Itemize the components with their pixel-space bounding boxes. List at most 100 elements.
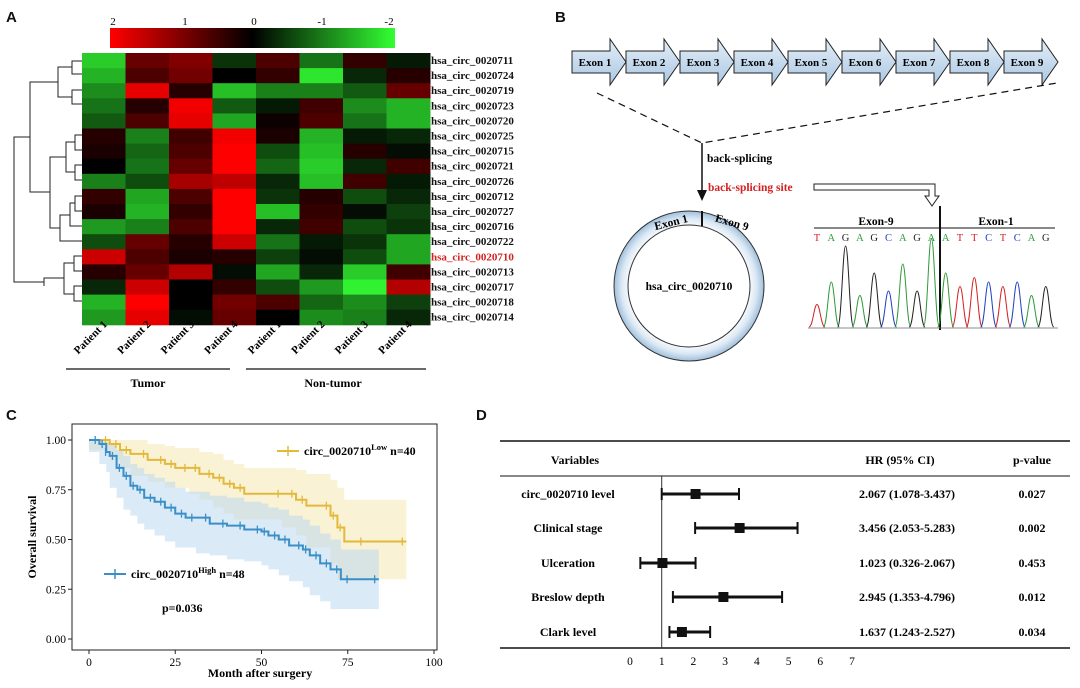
chromatogram-peak [965, 276, 983, 328]
site-pointer-arrow [813, 183, 940, 207]
heatmap-cell [82, 234, 126, 250]
heatmap-cell [82, 98, 126, 114]
group-label: Non-tumor [304, 376, 362, 390]
heatmap-cell [256, 173, 300, 190]
heatmap-cell [386, 113, 431, 129]
heatmap-cell [82, 68, 126, 84]
heatmap-cell [169, 143, 213, 160]
heatmap-cell [169, 204, 213, 220]
heatmap-cell [299, 128, 344, 145]
heatmap-cell [256, 128, 300, 145]
circrna-inner [627, 224, 751, 348]
heatmap-cell [169, 249, 213, 265]
heatmap-cell [169, 294, 213, 311]
heatmap-cell [212, 173, 257, 190]
exon-label: Exon 4 [741, 57, 774, 69]
table-header-variables: Variables [551, 453, 600, 467]
heatmap-cell [82, 83, 126, 99]
heatmap-cell [256, 309, 300, 326]
heatmap-cell [386, 143, 431, 160]
hr-point [718, 592, 729, 602]
heatmap-cell [386, 204, 431, 220]
heatmap-cell [82, 113, 126, 129]
exon-label: Exon 6 [849, 57, 882, 69]
hr-value: 2.945 (1.353-4.796) [859, 590, 955, 604]
heatmap-cell [299, 249, 344, 265]
heatmap-cell [125, 68, 170, 84]
heatmap-color-scale [110, 28, 395, 48]
sequence-base: A [828, 233, 836, 244]
heatmap-panel: 2 1 0 -1 -2 hsa_circ_0020711 hsa_circ_0020724h… [13, 16, 514, 390]
scale-tick-label: -2 [384, 16, 393, 28]
exon-label: Exon 7 [903, 57, 936, 69]
heatmap-cell [343, 234, 387, 250]
heatmap-cell [299, 188, 344, 205]
sequence-base: G [1042, 233, 1050, 244]
exon-arrow [787, 37, 843, 87]
chromatogram-peak [1023, 294, 1040, 328]
heatmap-cell [299, 143, 344, 160]
heatmap-cell [82, 188, 126, 205]
y-tick-label: 0.00 [46, 634, 66, 646]
heatmap-cell [212, 128, 257, 145]
heatmap-cell [256, 83, 300, 99]
heatmap-cell [386, 279, 431, 296]
heatmap-cell [212, 204, 257, 220]
heatmap-cell [386, 68, 431, 84]
backsplicing-arrowhead [697, 190, 707, 201]
heatmap-cell [386, 53, 431, 69]
sequence-base: T [957, 233, 964, 244]
variable-label: circ_0020710 level [521, 487, 615, 501]
heatmap-cell [125, 188, 170, 205]
exon-arrow [625, 37, 681, 87]
heatmap-row-label: hsa_circ_0020718 [431, 297, 514, 309]
heatmap-cell [256, 294, 300, 311]
x-tick-label: 6 [817, 656, 823, 668]
panel-letter-c: C [6, 407, 17, 424]
heatmap-cell [256, 264, 300, 280]
heatmap-cell [343, 309, 387, 326]
heatmap-cell [125, 128, 170, 145]
x-tick-label: 5 [786, 656, 792, 668]
hr-point [676, 627, 687, 637]
heatmap-cell [212, 143, 257, 160]
heatmap-cell [299, 83, 344, 99]
p-value: 0.002 [1019, 521, 1046, 535]
chromatogram-peak [908, 290, 926, 328]
heatmap-row-label: hsa_circ_0020712 [431, 191, 514, 203]
chromatogram-peak [808, 303, 826, 328]
heatmap-cell [299, 173, 344, 190]
heatmap-cell [299, 309, 344, 326]
chromatogram-peak [951, 285, 969, 328]
heatmap-cell [169, 279, 213, 296]
heatmap-cell [212, 309, 257, 326]
heatmap-cell [82, 53, 126, 69]
survival-curve-high [89, 439, 379, 581]
heatmap-cell [256, 158, 300, 175]
heatmap-cell [212, 113, 257, 129]
x-axis-label: Month after surgery [208, 666, 312, 680]
heatmap-cell [386, 128, 431, 145]
hr-point [657, 558, 668, 568]
plot-frame [71, 423, 438, 651]
heatmap-cell [212, 279, 257, 296]
heatmap-cell [343, 173, 387, 190]
heatmap-cell [82, 128, 126, 145]
heatmap-cell [386, 98, 431, 114]
heatmap-cell [125, 158, 170, 175]
table-header-pvalue: p-value [1013, 453, 1052, 467]
heatmap-cell [386, 234, 431, 250]
scale-tick-label: -1 [317, 16, 326, 28]
sequence-base: A [899, 233, 907, 244]
heatmap-cell [169, 309, 213, 326]
hr-value: 1.637 (1.243-2.527) [859, 625, 955, 639]
heatmap-cell [256, 68, 300, 84]
heatmap-cell [386, 219, 431, 235]
heatmap-cell [125, 173, 170, 190]
chromatogram-peak [922, 238, 940, 328]
heatmap-cell [386, 309, 431, 326]
heatmap-cell [256, 279, 300, 296]
heatmap-cell [299, 158, 344, 175]
hr-value: 3.456 (2.053-5.283) [859, 521, 955, 535]
